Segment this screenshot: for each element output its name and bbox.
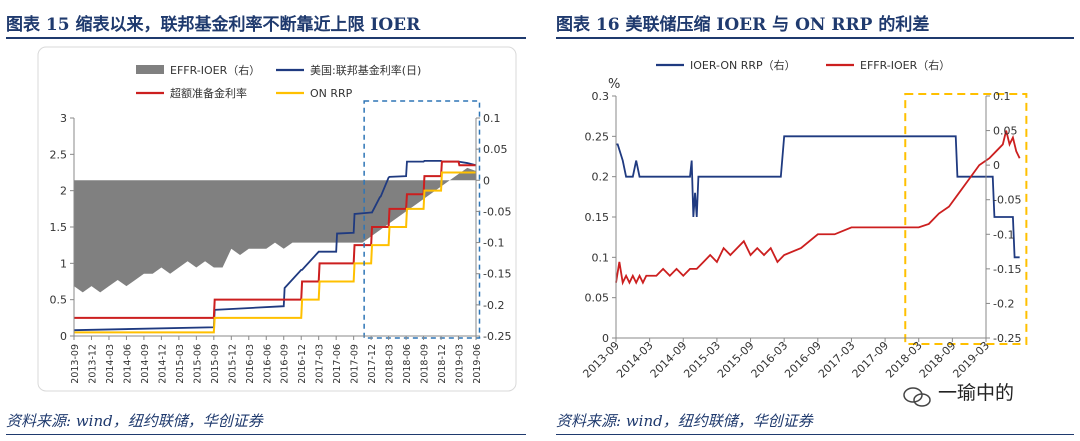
right-x-tick-label: 2019-03 [950,339,992,381]
left-y-right-tick-label: -0.2 [483,299,504,312]
left-x-tick-label: 2015-12 [227,344,238,384]
right-y-left-tick-label: 0.1 [592,251,610,264]
left-x-tick-label: 2014-09 [140,344,151,384]
left-x-tick-label: 2015-03 [175,344,186,384]
left-y-right-tick-label: 0 [483,174,490,187]
left-chart: 0 0.5 1 1.5 2 2.5 3 0.1 0.05 0 -0.05 -0.1 -0.15 -0.2 -… [37,46,517,392]
left-title-rule [6,37,526,39]
left-x-tick-label: 2013-09 [70,344,81,384]
right-y-right-tick-label: -0.25 [993,332,1021,345]
left-x-tick-label: 2013-12 [87,344,98,384]
right-y-left-tick-label: 0.2 [592,171,610,184]
left-x-tick-label: 2014-12 [157,344,168,384]
left-x-tick-label: 2017-12 [367,344,378,384]
left-x-tick-label: 2014-03 [105,344,116,384]
right-y-right-tick-label: -0.1 [993,228,1014,241]
right-y-right-tick-label: -0.2 [993,297,1014,310]
right-legend-label: IOER-ON RRP（右） [690,58,796,72]
left-y-right-tick-label: -0.25 [483,330,511,343]
left-highlight-box [363,100,481,339]
left-x-tick-label: 2016-03 [245,344,256,384]
right-y-left-unit: % [608,77,620,92]
left-y-left-tick-label: 1 [60,257,67,270]
right-highlight-box [904,93,1028,345]
left-y-left-tick-label: 2 [60,185,67,198]
left-legend-swatch [136,65,164,74]
left-x-tick-label: 2016-09 [280,344,291,384]
left-x-tick-label: 2016-12 [297,344,308,384]
left-x-tick-label: 2018-09 [420,344,431,384]
left-y-left-tick-label: 2.5 [50,148,68,161]
left-x-tick-label: 2018-03 [385,344,396,384]
right-title-rule [556,37,1074,39]
right-y-left-tick-label: 0.05 [585,292,610,305]
left-x-tick-label: 2019-03 [455,344,466,384]
right-y-left-tick-label: 0.25 [585,130,610,143]
right-source-note: 资料来源: wind，纽约联储，华创证券 [556,412,813,430]
right-y-left-tick-label: 0 [602,332,609,345]
right-y-right-tick-label: 0.05 [993,125,1018,138]
left-chart-title: 图表 15 缩表以来，联邦基金利率不断靠近上限 IOER [6,15,421,35]
left-legend-label: ON RRP [310,87,353,100]
left-y-right-tick-label: 0.1 [483,112,501,125]
left-y-right-tick-label: 0.05 [483,143,508,156]
left-x-tick-label: 2018-06 [402,344,413,384]
right-source-rule [556,434,1074,435]
right-y-right-tick-label: 0.1 [993,90,1011,103]
left-y-right-tick-label: -0.1 [483,237,504,250]
right-y-right-tick-label: 0 [993,159,1000,172]
left-x-tick-label: 2015-06 [192,344,203,384]
left-source-rule [6,434,526,435]
left-legend-label: 美国:联邦基金利率(日) [310,63,421,77]
watermark: 一瑜中的 [938,382,1015,404]
wechat-icon [903,387,931,407]
left-x-tick-label: 2014-06 [122,344,133,384]
right-chart: 0 0.05 0.1 0.15 0.2 0.25 0.3 0.1 0.05 0 -0.05 -0.1 -… [580,58,1028,381]
left-y-left-tick-label: 0.5 [50,294,68,307]
left-x-tick-label: 2018-12 [437,344,448,384]
left-legend-label: 超额准备金利率 [170,86,247,100]
left-y-left-tick-label: 3 [60,112,67,125]
left-series-1-line [73,159,477,332]
right-chart-title: 图表 16 美联储压缩 IOER 与 ON RRP 的利差 [556,15,930,35]
left-series-2-line [74,160,476,319]
right-series-1-line [615,130,1021,286]
right-legend-label: EFFR-IOER（右） [860,58,950,72]
right-y-right-tick-label: -0.05 [993,194,1021,207]
left-x-tick-label: 2017-03 [315,344,326,384]
left-x-tick-label: 2017-06 [332,344,343,384]
left-x-tick-label: 2016-06 [262,344,273,384]
right-y-left-tick-label: 0.15 [585,211,610,224]
left-y-left-tick-label: 0 [60,330,67,343]
right-y-left-tick-label: 0.3 [592,90,610,103]
left-x-tick-label: 2019-06 [472,344,483,384]
left-legend-label: EFFR-IOER（右） [170,63,260,77]
left-series-3-line [74,171,476,334]
left-x-tick-label: 2015-09 [210,344,221,384]
right-series-0-line [616,135,1020,259]
left-x-tick-label: 2017-09 [350,344,361,384]
left-y-right-tick-label: -0.05 [483,205,511,218]
right-y-right-tick-label: -0.15 [993,263,1021,276]
left-source-note: 资料来源: wind，纽约联储，华创证券 [6,412,263,430]
left-y-right-tick-label: -0.15 [483,268,511,281]
left-chart-frame [37,46,517,392]
left-y-left-tick-label: 1.5 [50,221,68,234]
left-series-0-area [74,167,476,293]
